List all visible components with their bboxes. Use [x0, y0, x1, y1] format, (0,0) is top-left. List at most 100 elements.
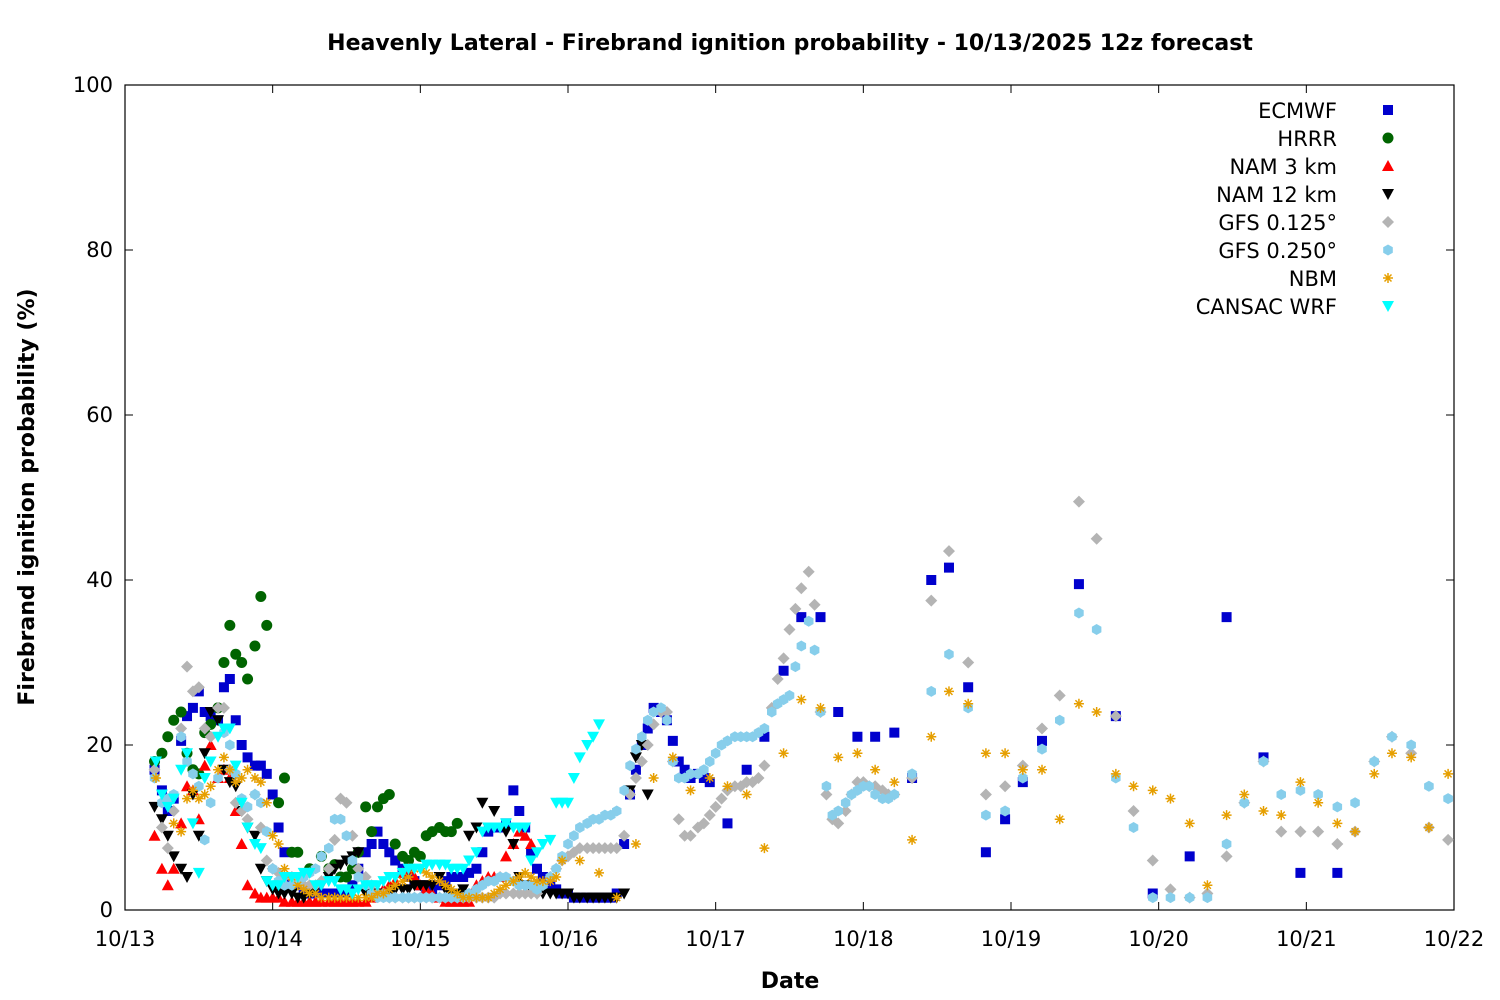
- nbm-point: [218, 752, 229, 763]
- gfs-0-250-point: [427, 892, 437, 904]
- cansac-wrf-point: [519, 822, 532, 834]
- ecmwf-point: [852, 731, 863, 742]
- nam-12-km-point: [618, 888, 631, 900]
- gfs-0-125-point: [820, 788, 833, 801]
- ecmwf-point: [471, 863, 482, 874]
- gfs-0-250-point: [612, 805, 622, 817]
- gfs-0-250-point: [1369, 756, 1379, 767]
- nbm-point: [1258, 806, 1269, 816]
- gfs-0-250-point: [569, 830, 579, 842]
- cansac-wrf-point: [340, 884, 353, 896]
- cansac-wrf-point: [562, 797, 574, 809]
- gfs-0-125-point: [328, 833, 341, 846]
- ecmwf-point: [759, 731, 770, 742]
- nbm-point: [1128, 781, 1139, 792]
- cansac-wrf-point: [328, 876, 341, 888]
- gfs-0-250-point: [1128, 822, 1139, 833]
- gfs-0-125-point: [167, 805, 180, 817]
- hrrr-point: [389, 838, 401, 850]
- gfs-0-250-point: [705, 756, 715, 767]
- cansac-wrf-point: [181, 748, 194, 760]
- nbm-point: [213, 764, 224, 775]
- x-tick-label: 10/21: [1276, 927, 1337, 951]
- gfs-0-125-point: [352, 862, 365, 875]
- cansac-wrf-point: [167, 793, 180, 805]
- nam-12-km-point: [457, 884, 470, 896]
- gfs-0-250-point: [324, 842, 334, 854]
- nbm-point: [1202, 880, 1213, 891]
- cansac-wrf-point: [581, 740, 594, 751]
- hrrr-point: [156, 747, 168, 759]
- gfs-0-250-point: [563, 838, 573, 850]
- gfs-0-250-point: [1055, 714, 1065, 726]
- gfs-0-250-point: [1091, 624, 1102, 635]
- nam-12-km-point: [192, 830, 205, 842]
- x-tick-label: 10/22: [1424, 927, 1485, 951]
- legend: ECMWF HRRR NAM 3 km NAM 12 km GFS 0.125° GFS …: [1196, 99, 1394, 319]
- gfs-0-125-point: [181, 660, 194, 673]
- nbm-point: [1369, 768, 1380, 779]
- nam-3-km-point: [248, 887, 261, 899]
- x-tick-label: 10/19: [981, 927, 1042, 951]
- nbm-point: [1017, 764, 1028, 775]
- gfs-0-250-point: [200, 834, 210, 846]
- nbm-point: [1147, 785, 1158, 796]
- cansac-wrf-point: [499, 818, 512, 830]
- gfs-0-250-point: [767, 706, 777, 718]
- gfs-0-125-point: [1312, 825, 1325, 838]
- gfs-0-250-point: [347, 855, 358, 866]
- gfs-0-125-point: [1294, 825, 1307, 838]
- nbm-point: [458, 892, 469, 903]
- nbm-point: [316, 892, 327, 903]
- nbm-point: [594, 867, 605, 878]
- nbm-point: [741, 789, 752, 800]
- nbm-point: [1443, 768, 1454, 779]
- ecmwf-point: [390, 855, 401, 866]
- ecmwf-point: [273, 822, 284, 833]
- gfs-0-125-point: [1164, 883, 1177, 896]
- nbm-point: [267, 830, 278, 841]
- hrrr-point: [261, 619, 273, 631]
- cansac-wrf-point: [272, 880, 285, 892]
- nbm-point: [943, 686, 954, 697]
- gfs-0-250-point: [225, 739, 235, 751]
- gfs-0-125-point: [832, 817, 845, 830]
- gfs-0-250-point: [1276, 789, 1286, 800]
- cansac-wrf-point: [463, 855, 476, 867]
- legend-label-gfs-0-250: GFS 0.250°: [1218, 239, 1337, 263]
- hrrr-point: [236, 657, 248, 668]
- gfs-0-125-point: [260, 854, 273, 867]
- nbm-point: [907, 834, 918, 845]
- nam-3-km-point: [175, 817, 188, 829]
- ecmwf-point: [1332, 867, 1343, 878]
- nbm-point: [329, 892, 340, 903]
- ecmwf-point: [236, 740, 247, 750]
- gfs-0-250-point: [213, 772, 223, 784]
- ecmwf-point: [267, 789, 278, 800]
- gfs-0-125-point: [1331, 838, 1344, 850]
- nbm-point: [323, 892, 334, 903]
- nbm-point: [1406, 752, 1417, 763]
- nbm-point: [279, 863, 290, 874]
- x-tick-label: 10/16: [538, 927, 599, 951]
- nbm-point: [667, 752, 678, 763]
- nam-12-km-point: [161, 830, 174, 842]
- nam-12-km-point: [470, 822, 483, 834]
- gfs-0-250-point: [335, 813, 346, 825]
- gfs-0-125-point: [198, 722, 211, 735]
- nam-3-km-point: [204, 739, 217, 750]
- gfs-0-250-point: [353, 871, 364, 883]
- nbm-point: [452, 888, 463, 899]
- hrrr-point: [372, 801, 384, 813]
- nam-3-km-point: [519, 829, 532, 841]
- nbm-point: [1091, 707, 1102, 717]
- gfs-0-125-point: [641, 739, 654, 751]
- x-tick-label: 10/14: [242, 927, 303, 951]
- gfs-0-125-point: [925, 594, 938, 607]
- gfs-0-250-point: [1165, 892, 1176, 904]
- legend-label-nbm: NBM: [1289, 267, 1337, 291]
- gfs-0-125-point: [697, 817, 710, 830]
- gfs-0-250-point: [662, 714, 672, 726]
- nam-3-km-point: [235, 838, 248, 849]
- nbm-point: [236, 773, 247, 783]
